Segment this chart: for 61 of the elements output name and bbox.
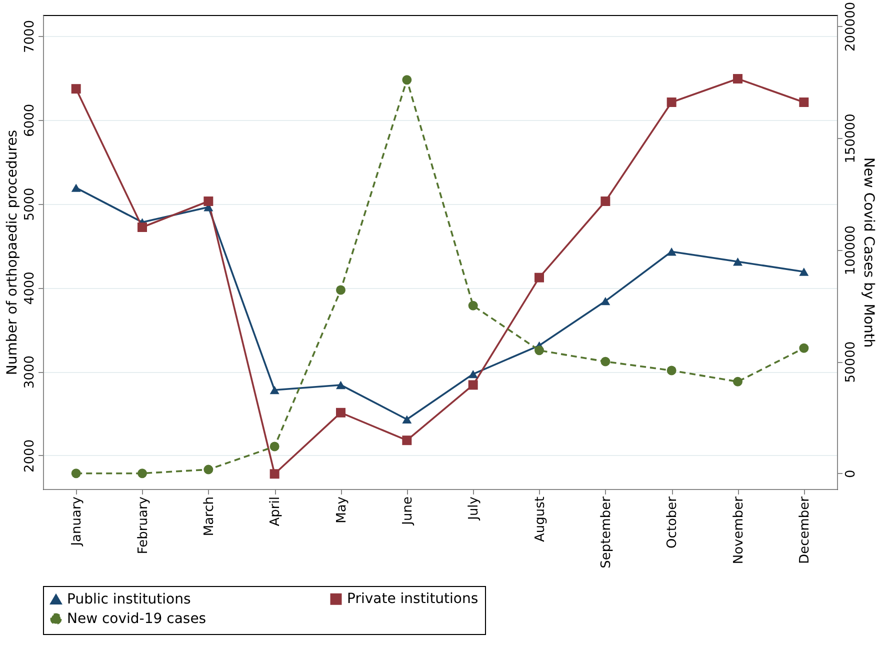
- x-tick-label: September: [598, 496, 614, 568]
- point: [138, 468, 147, 478]
- point: [733, 74, 742, 84]
- x-tick-label: May: [334, 496, 350, 524]
- x-tick-label: October: [665, 496, 680, 549]
- x-tick-label: December: [797, 496, 812, 564]
- x-tick-label: July: [466, 496, 482, 521]
- y2-tick-label: 50000: [844, 341, 858, 383]
- point: [733, 258, 742, 266]
- point: [468, 380, 478, 390]
- y2-tick-label: 150000: [844, 114, 858, 164]
- point: [138, 222, 147, 232]
- point: [799, 343, 809, 353]
- point: [270, 386, 280, 394]
- point: [666, 366, 676, 376]
- point: [204, 464, 214, 474]
- y-tick-label: 7000: [22, 20, 38, 54]
- point: [71, 84, 81, 94]
- y-tick-label: 3000: [22, 356, 38, 389]
- point: [336, 408, 346, 418]
- y-tick-label: 2000: [22, 439, 38, 472]
- x-tick-label: March: [202, 496, 217, 536]
- point: [534, 272, 544, 282]
- point: [402, 415, 412, 424]
- point: [799, 268, 809, 276]
- x-tick-label: June: [400, 496, 416, 526]
- point: [270, 442, 280, 452]
- point: [71, 184, 81, 192]
- point: [666, 247, 676, 256]
- point: [534, 346, 544, 356]
- y2-tick-label: 100000: [844, 225, 858, 276]
- x-tick-label: April: [268, 496, 284, 526]
- point: [468, 300, 478, 310]
- x-tick-label: November: [731, 496, 746, 564]
- x-tick-label: August: [532, 496, 548, 542]
- point: [733, 376, 742, 386]
- legend-label: New covid-19 cases: [67, 611, 206, 627]
- point: [600, 196, 610, 206]
- point: [402, 75, 412, 85]
- point: [468, 370, 478, 378]
- point: [600, 356, 610, 366]
- point: [600, 296, 610, 306]
- y-tick-label: 4000: [22, 272, 38, 305]
- legend-label: Private institutions: [347, 591, 478, 608]
- y-tick-label: 6000: [22, 104, 38, 137]
- point: [799, 98, 809, 107]
- point: [71, 468, 81, 478]
- point: [336, 285, 346, 295]
- y2-tick-label: 0: [844, 470, 858, 478]
- legend-label: Public institutions: [67, 591, 191, 608]
- point: [204, 196, 214, 206]
- point: [336, 380, 346, 390]
- y2-tick-label: 200000: [844, 2, 858, 52]
- point: [666, 98, 676, 107]
- point: [270, 469, 280, 479]
- x-tick-label: January: [70, 496, 85, 547]
- point: [402, 436, 412, 446]
- y-tick-label: 5000: [22, 188, 38, 221]
- y2-axis-title: New Covid Cases by Month: [860, 157, 876, 348]
- y-axis-title: Number of orthopaedic procedures: [4, 130, 20, 376]
- x-tick-label: February: [136, 496, 151, 554]
